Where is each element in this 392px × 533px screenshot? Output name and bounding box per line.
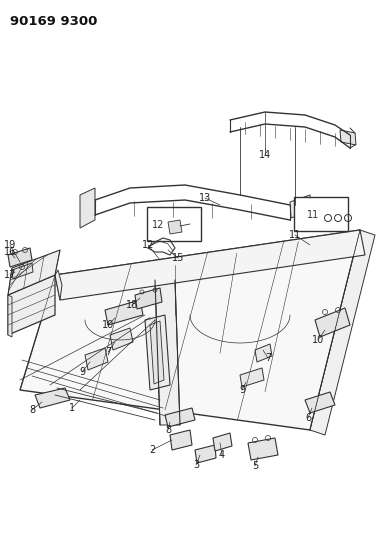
- Polygon shape: [135, 288, 162, 309]
- FancyBboxPatch shape: [147, 207, 201, 241]
- Polygon shape: [35, 388, 70, 408]
- Polygon shape: [213, 433, 232, 451]
- Text: 16: 16: [4, 247, 16, 257]
- Polygon shape: [8, 250, 60, 295]
- Polygon shape: [85, 348, 108, 370]
- Text: 9: 9: [239, 385, 245, 395]
- Polygon shape: [8, 275, 55, 335]
- Polygon shape: [12, 263, 33, 279]
- Polygon shape: [105, 300, 143, 325]
- Text: 13: 13: [199, 193, 211, 203]
- Text: 12: 12: [142, 240, 154, 250]
- Polygon shape: [150, 321, 164, 384]
- Polygon shape: [20, 230, 360, 430]
- Text: 9: 9: [79, 367, 85, 377]
- Polygon shape: [55, 270, 62, 300]
- Text: 11: 11: [289, 230, 301, 240]
- Text: 2: 2: [149, 445, 155, 455]
- Text: 15: 15: [172, 253, 184, 263]
- Text: 1: 1: [69, 403, 75, 413]
- FancyBboxPatch shape: [294, 197, 348, 231]
- Text: 10: 10: [102, 320, 114, 330]
- Polygon shape: [168, 220, 182, 234]
- Polygon shape: [290, 195, 312, 218]
- Polygon shape: [110, 328, 133, 350]
- Polygon shape: [165, 408, 195, 427]
- Polygon shape: [80, 188, 95, 228]
- Polygon shape: [255, 344, 272, 362]
- Text: 11: 11: [307, 210, 319, 220]
- Polygon shape: [248, 438, 278, 460]
- Polygon shape: [8, 248, 32, 267]
- Polygon shape: [195, 445, 216, 463]
- Text: 3: 3: [193, 460, 199, 470]
- Polygon shape: [315, 308, 350, 337]
- Text: 7: 7: [265, 353, 271, 363]
- Text: 4: 4: [219, 450, 225, 460]
- Polygon shape: [340, 130, 356, 145]
- Text: 19: 19: [4, 240, 16, 250]
- Polygon shape: [170, 430, 192, 450]
- Text: 8: 8: [165, 425, 171, 435]
- Text: 6: 6: [305, 413, 311, 423]
- Text: 12: 12: [152, 220, 164, 230]
- Polygon shape: [8, 295, 12, 337]
- Text: 7: 7: [105, 347, 111, 357]
- Text: 14: 14: [259, 150, 271, 160]
- Polygon shape: [305, 392, 335, 413]
- Text: 10: 10: [312, 335, 324, 345]
- Text: 5: 5: [252, 461, 258, 471]
- Polygon shape: [155, 280, 180, 425]
- Polygon shape: [310, 230, 375, 435]
- Text: 18: 18: [126, 300, 138, 310]
- Polygon shape: [240, 368, 264, 387]
- Text: 90169 9300: 90169 9300: [10, 15, 97, 28]
- Polygon shape: [55, 230, 365, 300]
- Polygon shape: [145, 315, 170, 390]
- Text: 8: 8: [29, 405, 35, 415]
- Text: 17: 17: [4, 270, 16, 280]
